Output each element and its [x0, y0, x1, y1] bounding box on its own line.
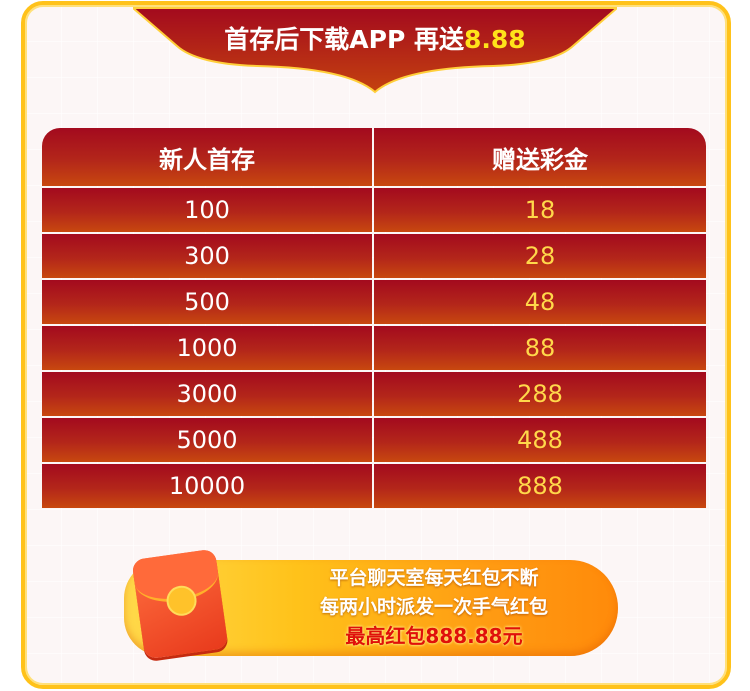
promo-line-1: 平台聊天室每天红包不断 — [329, 567, 539, 589]
table-row: 3000 288 — [42, 372, 706, 416]
bonus-cell: 28 — [374, 234, 706, 278]
deposit-cell: 100 — [42, 188, 372, 232]
title-banner: 首存后下载APP 再送8.88 — [133, 6, 617, 94]
table-row: 500 48 — [42, 280, 706, 324]
bonus-cell: 488 — [374, 418, 706, 462]
promo-line-3: 最高红包888.88元 — [345, 624, 523, 648]
deposit-cell: 10000 — [42, 464, 372, 508]
table-row: 300 28 — [42, 234, 706, 278]
table-row: 10000 888 — [42, 464, 706, 508]
bonus-cell: 888 — [374, 464, 706, 508]
table-row: 100 18 — [42, 188, 706, 232]
banner-title-text: 首存后下载APP 再送 — [224, 25, 464, 54]
table-header: 新人首存 赠送彩金 — [42, 128, 706, 186]
red-envelope-icon — [131, 548, 229, 660]
banner-title: 首存后下载APP 再送8.88 — [133, 20, 617, 56]
header-bonus: 赠送彩金 — [374, 128, 706, 186]
header-deposit: 新人首存 — [42, 128, 372, 186]
banner-shape — [133, 7, 617, 94]
promo-banner[interactable]: 平台聊天室每天红包不断 每两小时派发一次手气红包 最高红包888.88元 — [124, 548, 618, 660]
deposit-cell: 500 — [42, 280, 372, 324]
bonus-cell: 288 — [374, 372, 706, 416]
deposit-cell: 300 — [42, 234, 372, 278]
deposit-cell: 1000 — [42, 326, 372, 370]
bonus-cell: 48 — [374, 280, 706, 324]
table-row: 1000 88 — [42, 326, 706, 370]
bonus-table: 新人首存 赠送彩金 100 18 300 28 500 48 1000 88 3000 288 50… — [42, 128, 706, 510]
bonus-cell: 18 — [374, 188, 706, 232]
table-row: 5000 488 — [42, 418, 706, 462]
deposit-cell: 3000 — [42, 372, 372, 416]
bonus-cell: 88 — [374, 326, 706, 370]
promo-text: 平台聊天室每天红包不断 每两小时派发一次手气红包 最高红包888.88元 — [284, 564, 584, 651]
banner-amount: 8.88 — [464, 25, 526, 54]
deposit-cell: 5000 — [42, 418, 372, 462]
promo-line-2: 每两小时派发一次手气红包 — [319, 596, 548, 618]
